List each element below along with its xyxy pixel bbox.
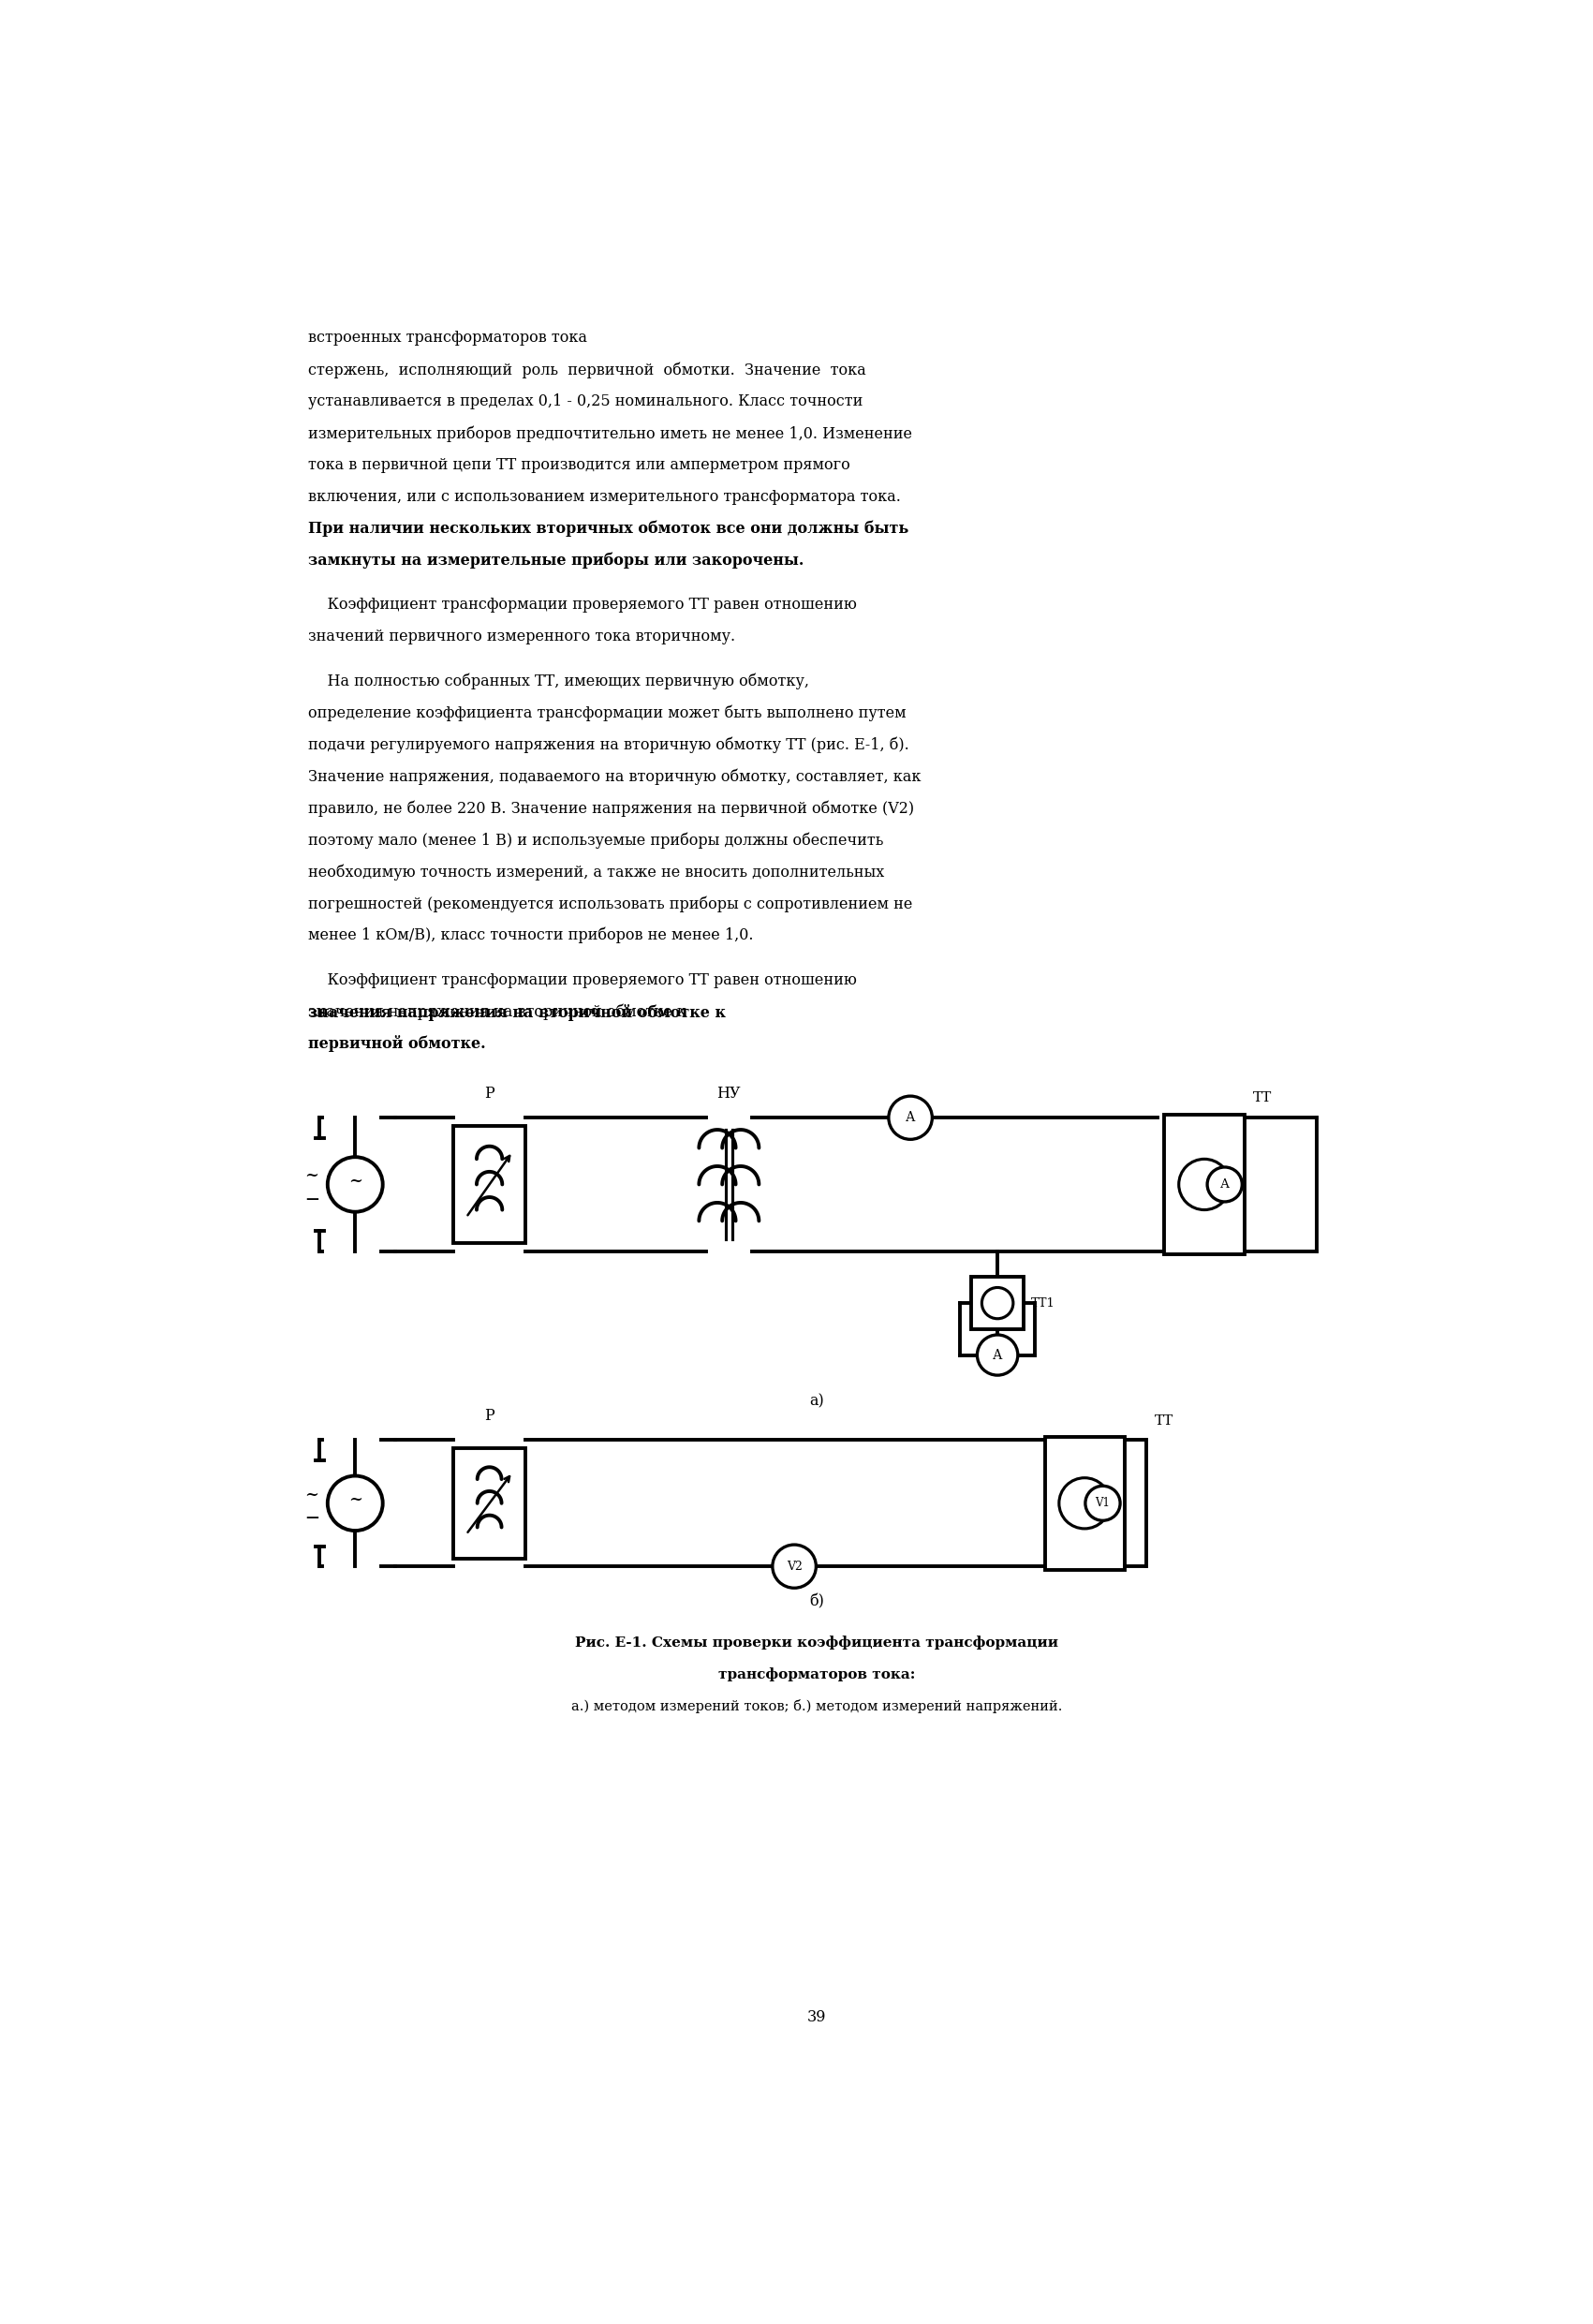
Text: измерительных приборов предпочтительно иметь не менее 1,0. Изменение: измерительных приборов предпочтительно и…: [307, 425, 913, 442]
Text: а): а): [809, 1394, 824, 1408]
Text: НУ: НУ: [717, 1085, 741, 1102]
Text: подачи регулируемого напряжения на вторичную обмотку ТТ (рис. Е-1, б).: подачи регулируемого напряжения на втори…: [307, 737, 910, 753]
Circle shape: [1059, 1478, 1110, 1529]
Circle shape: [1207, 1167, 1243, 1202]
Text: ТТ: ТТ: [1155, 1413, 1174, 1427]
Text: определение коэффициента трансформации может быть выполнено путем: определение коэффициента трансформации м…: [307, 704, 906, 720]
Text: ~: ~: [349, 1171, 362, 1190]
Text: правило, не более 220 В. Значение напряжения на первичной обмотке (V2): правило, не более 220 В. Значение напряж…: [307, 799, 914, 816]
Circle shape: [977, 1334, 1018, 1376]
Text: стержень,  исполняющий  роль  первичной  обмотки.  Значение  тока: стержень, исполняющий роль первичной обм…: [307, 363, 867, 379]
Text: значения напряжения на вторичной обмотке к: значения напряжения на вторичной обмотке…: [307, 1004, 691, 1020]
Circle shape: [328, 1476, 382, 1532]
Text: значений первичного измеренного тока вторичному.: значений первичного измеренного тока вто…: [307, 630, 734, 644]
Text: ~: ~: [304, 1485, 319, 1504]
Circle shape: [773, 1545, 816, 1587]
Text: первичной обмотке.: первичной обмотке.: [307, 1037, 486, 1053]
Text: ТТ1: ТТ1: [1031, 1297, 1055, 1308]
Text: устанавливается в пределах 0,1 - 0,25 номинального. Класс точности: устанавливается в пределах 0,1 - 0,25 но…: [307, 393, 863, 409]
Text: —: —: [306, 1511, 319, 1525]
Text: V1: V1: [1096, 1497, 1110, 1508]
Text: Значение напряжения, подаваемого на вторичную обмотку, составляет, как: Значение напряжения, подаваемого на втор…: [307, 769, 921, 786]
Bar: [452, 1448, 526, 1559]
Text: Коэффициент трансформации проверяемого ТТ равен отношению: Коэффициент трансформации проверяемого Т…: [307, 971, 857, 988]
Text: 39: 39: [806, 2010, 827, 2024]
Text: а.) методом измерений токов; б.) методом измерений напряжений.: а.) методом измерений токов; б.) методом…: [570, 1699, 1063, 1713]
Text: трансформаторов тока:: трансформаторов тока:: [718, 1666, 914, 1680]
Text: ~: ~: [349, 1492, 362, 1508]
Circle shape: [1179, 1160, 1230, 1211]
Text: погрешностей (рекомендуется использовать приборы с сопротивлением не: погрешностей (рекомендуется использовать…: [307, 895, 913, 911]
Text: А: А: [992, 1348, 1002, 1362]
Bar: [972, 1278, 1024, 1329]
Text: На полностью собранных ТТ, имеющих первичную обмотку,: На полностью собранных ТТ, имеющих перви…: [307, 674, 809, 690]
Text: поэтому мало (менее 1 В) и используемые приборы должны обеспечить: поэтому мало (менее 1 В) и используемые …: [307, 832, 884, 848]
Circle shape: [889, 1097, 932, 1139]
Text: включения, или с использованием измерительного трансформатора тока.: включения, или с использованием измерите…: [307, 488, 900, 504]
Circle shape: [328, 1157, 382, 1211]
Circle shape: [1085, 1485, 1120, 1520]
Text: А: А: [905, 1111, 916, 1125]
Text: ТТ: ТТ: [1254, 1092, 1271, 1104]
Bar: [1045, 1436, 1125, 1569]
Text: Р: Р: [484, 1408, 494, 1425]
Text: тока в первичной цепи ТТ производится или амперметром прямого: тока в первичной цепи ТТ производится ил…: [307, 458, 851, 474]
Text: Р: Р: [484, 1085, 494, 1102]
Text: V2: V2: [787, 1559, 803, 1573]
Text: б): б): [809, 1594, 824, 1611]
Text: значения напряжения на вторичной обмотке к: значения напряжения на вторичной обмотке…: [307, 1004, 731, 1020]
Text: необходимую точность измерений, а также не вносить дополнительных: необходимую точность измерений, а также …: [307, 865, 884, 881]
Text: При наличии нескольких вторичных обмоток все они должны быть: При наличии нескольких вторичных обмоток…: [307, 521, 908, 537]
Text: ~: ~: [304, 1167, 319, 1185]
Text: —: —: [306, 1192, 319, 1206]
Bar: [452, 1125, 526, 1243]
Circle shape: [981, 1287, 1013, 1318]
Bar: [1164, 1116, 1244, 1255]
Text: Рис. Е-1. Схемы проверки коэффициента трансформации: Рис. Е-1. Схемы проверки коэффициента тр…: [575, 1636, 1058, 1650]
Text: замкнуты на измерительные приборы или закорочены.: замкнуты на измерительные приборы или за…: [307, 553, 804, 569]
Text: менее 1 кОм/В), класс точности приборов не менее 1,0.: менее 1 кОм/В), класс точности приборов …: [307, 927, 753, 944]
Text: А: А: [1220, 1178, 1230, 1190]
Text: Коэффициент трансформации проверяемого ТТ равен отношению: Коэффициент трансформации проверяемого Т…: [307, 597, 857, 614]
Text: встроенных трансформаторов тока: встроенных трансформаторов тока: [307, 330, 593, 346]
